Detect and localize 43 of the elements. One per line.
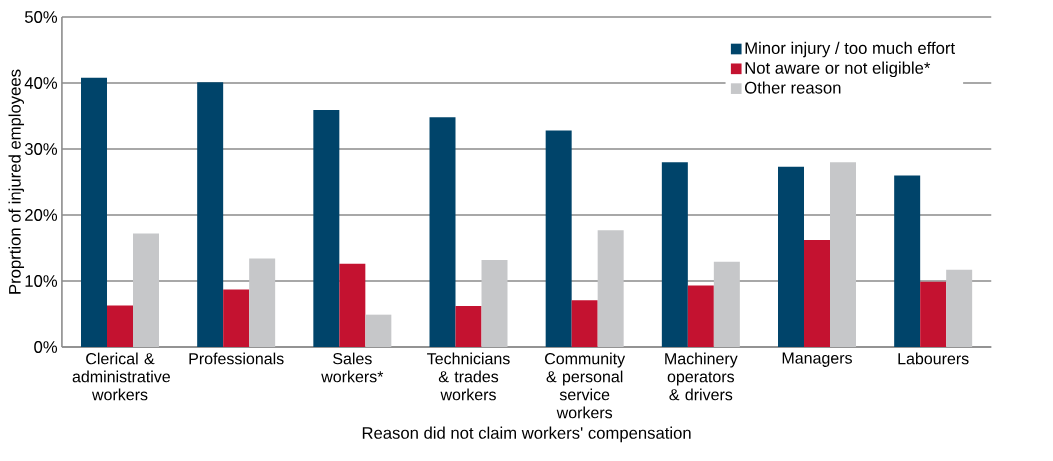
x-tick-label: Managers (782, 352, 852, 367)
bar (661, 162, 688, 347)
x-tick-label: Machinery operators & drivers (665, 352, 738, 401)
legend-label: Not aware or not eligible* (745, 61, 931, 78)
bar (830, 162, 857, 347)
x-tick-label: Technicians & trades workers (427, 352, 510, 401)
bar (365, 314, 392, 347)
bar (81, 77, 108, 347)
bar (223, 289, 250, 347)
legend-label: Minor injury / too much effort (745, 41, 955, 58)
y-tick-label: 40% (24, 77, 58, 89)
bar (339, 263, 366, 347)
x-tick-label: Clerical & administrative workers (72, 352, 170, 401)
bar (713, 261, 740, 347)
bar (946, 269, 973, 347)
y-tick-label: 30% (24, 143, 58, 155)
bar (455, 306, 482, 347)
x-tick-label: Professionals (189, 352, 284, 365)
bar (249, 258, 276, 347)
bar (804, 240, 831, 347)
x-tick-label: Sales workers* (321, 352, 384, 383)
bar (197, 82, 224, 347)
bar (429, 117, 456, 347)
bar (597, 230, 624, 347)
legend-label: Other reason (745, 81, 841, 94)
y-tick-label: 20% (25, 209, 58, 221)
bar (133, 233, 159, 347)
bar (481, 259, 508, 347)
bar (313, 110, 340, 347)
y-tick-label: 50% (24, 11, 58, 23)
x-tick-label: Community & personal service workers (545, 352, 626, 419)
x-axis-title: Reason did not claim workers' compensation (362, 426, 691, 443)
bar (107, 305, 133, 347)
bar (545, 130, 572, 347)
bar (778, 166, 805, 347)
bar (894, 175, 921, 347)
y-axis-title: Proprtion of injured employees (8, 69, 25, 294)
bar (687, 285, 714, 347)
bar (920, 281, 947, 347)
y-tick-label: 0% (34, 341, 58, 353)
bar (571, 300, 598, 347)
x-tick-label: Labourers (898, 352, 969, 365)
y-tick-label: 10% (25, 275, 58, 287)
